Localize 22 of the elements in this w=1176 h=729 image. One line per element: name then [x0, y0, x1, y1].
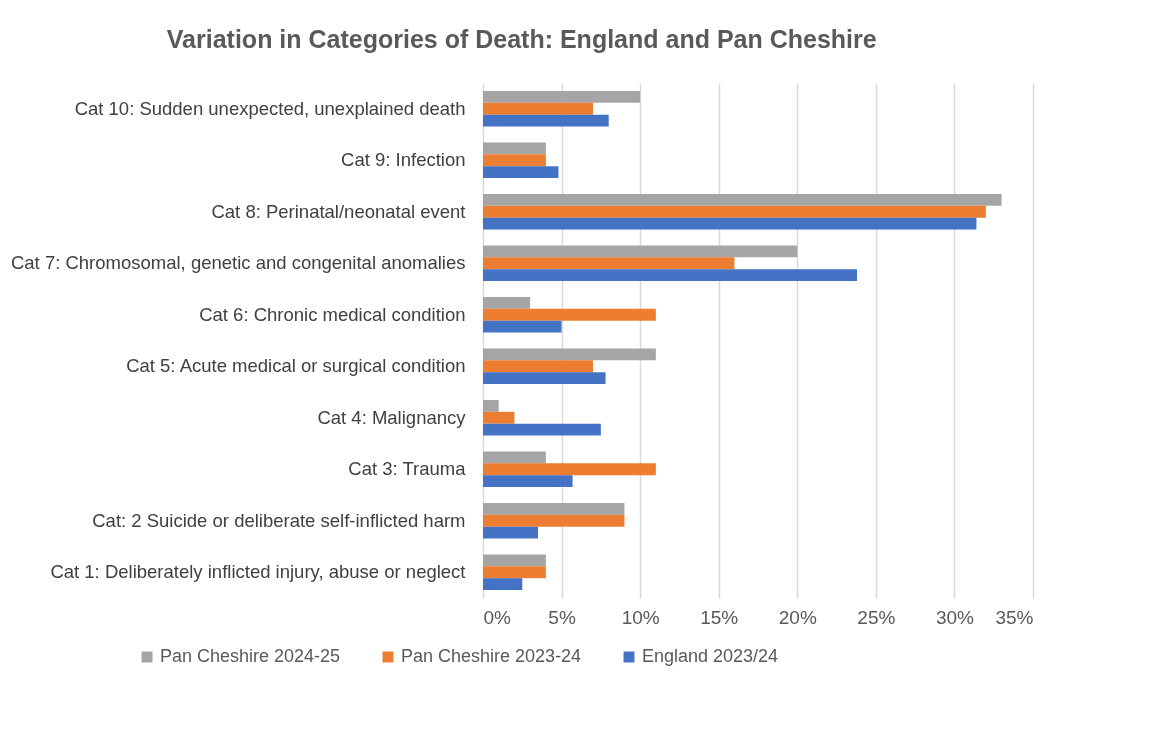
- y-tick-label: Cat 4: Malignancy: [317, 406, 467, 428]
- y-tick-label: Cat 10: Sudden unexpected, unexplained death: [74, 97, 466, 119]
- legend-label: England 2023/24: [642, 646, 779, 666]
- x-tick-label: 10%: [621, 606, 660, 628]
- y-tick-label: Cat: 2 Suicide or deliberate self-inflicted harm: [92, 509, 466, 531]
- y-tick-label: Cat 6: Chronic medical condition: [199, 303, 466, 325]
- y-tick-label: Cat 8: Perinatal/neonatal event: [211, 200, 466, 222]
- x-tick-label: 0%: [483, 606, 512, 628]
- y-tick-label: Cat 5: Acute medical or surgical condition: [126, 355, 466, 377]
- y-tick-label: Cat 9: Infection: [341, 149, 466, 171]
- x-tick-label: 30%: [935, 606, 975, 628]
- x-tick-label: 20%: [778, 606, 817, 628]
- legend-label: Pan Cheshire 2024-25: [160, 646, 341, 666]
- x-tick-label: 5%: [548, 606, 576, 628]
- y-tick-label: Cat 1: Deliberately inflicted injury, abuse or neglect: [50, 561, 466, 583]
- chart-title: Variation in Categories of Death: England and Pan Cheshire: [166, 25, 877, 53]
- x-tick-label: 15%: [700, 606, 739, 628]
- x-tick-label: 25%: [857, 606, 896, 628]
- legend-label: Pan Cheshire 2023-24: [401, 646, 582, 666]
- x-tick-label: 35%: [995, 606, 1034, 628]
- y-tick-label: Cat 3: Trauma: [348, 458, 467, 480]
- y-tick-label: Cat 7: Chromosomal, genetic and congenital anomalies: [10, 252, 466, 274]
